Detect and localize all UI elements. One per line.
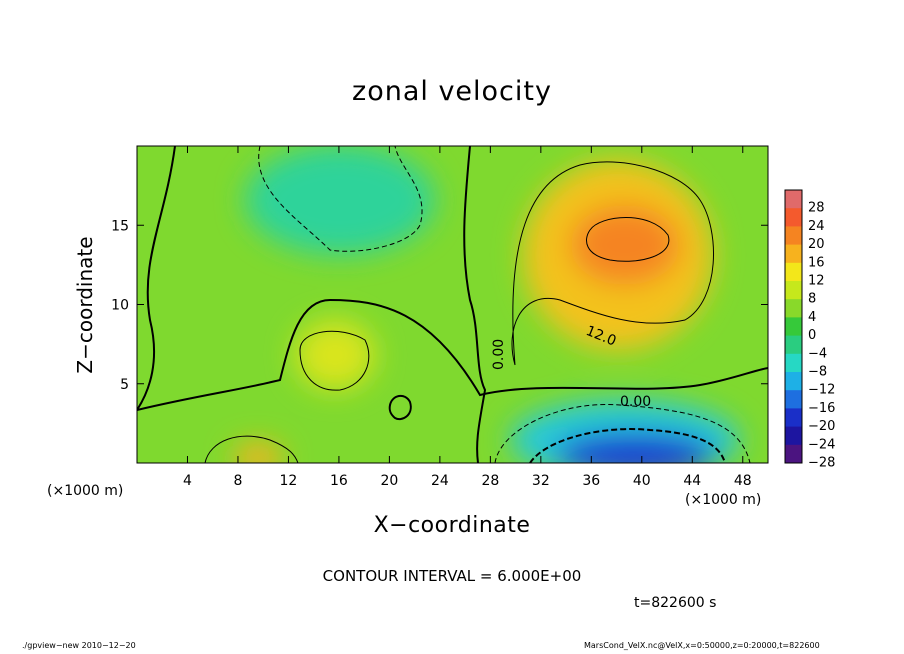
colorbar-label: 20 — [808, 237, 825, 252]
colorbar-label: 28 — [808, 201, 825, 216]
colorbar-swatch — [785, 408, 802, 428]
x-axis-unit-right: (×1000 m) — [685, 492, 762, 508]
x-axis: 4 8 12 16 20 24 28 32 36 40 44 48 — [183, 146, 752, 489]
colorbar-swatch — [785, 335, 802, 355]
chart-title: zonal velocity — [352, 76, 552, 107]
contour-line-18 — [586, 217, 670, 262]
colorbar-swatch — [785, 299, 802, 318]
contour-interval-label: CONTOUR INTERVAL = 6.000E+00 — [322, 567, 582, 585]
plot-area: 12.0 0.00 0.00 — [136, 145, 769, 464]
y-tick-label: 10 — [111, 298, 129, 314]
x-tick-label: 44 — [683, 473, 701, 489]
colorbar-swatch — [785, 372, 802, 391]
x-tick-label: 32 — [532, 473, 550, 489]
x-tick-label: 12 — [280, 473, 298, 489]
colorbar-swatch — [785, 226, 802, 246]
colorbar-label: −20 — [808, 419, 835, 434]
x-tick-label: 4 — [183, 473, 192, 489]
contour-line-negative-bottom — [494, 403, 751, 463]
colorbar-swatch — [785, 353, 802, 373]
colorbar-frame — [784, 189, 803, 464]
x-tick-label: 24 — [431, 473, 449, 489]
footer-right-info: MarsCond_VelX.nc@VelX,x=0:50000,z=0:2000… — [584, 641, 820, 650]
contour-line-negative-bottom-inner — [529, 428, 726, 463]
contour-line-negative-top — [258, 146, 423, 252]
colorbar-swatch — [785, 190, 802, 209]
x-tick-label: 20 — [380, 473, 398, 489]
colorbar-swatch — [785, 444, 802, 464]
colorbar-label: 24 — [808, 219, 825, 234]
contour-line-zero-left — [137, 146, 176, 411]
colorbar-swatch — [785, 262, 802, 282]
field-region-bottom-left — [233, 443, 283, 463]
field-region-negative-bottom-core — [555, 433, 715, 463]
y-tick-label: 15 — [111, 218, 129, 234]
colorbar-label: 4 — [808, 310, 816, 325]
y-axis: 5 10 15 — [111, 218, 768, 393]
contour-line-zero-center — [463, 146, 487, 463]
colorbar-swatch — [785, 208, 802, 227]
colorbar-label: 16 — [808, 255, 825, 270]
contour-label-zero-center: 0.00 — [491, 339, 507, 370]
contour-line-12 — [511, 161, 714, 366]
colorbar-label: −24 — [808, 437, 835, 452]
footer-left-info: ./gpview−new 2010−12−20 — [22, 641, 136, 650]
x-axis-label: X−coordinate — [373, 513, 531, 538]
colorbar-label: 0 — [808, 328, 816, 343]
colorbar-label: 12 — [808, 274, 825, 289]
x-tick-label: 8 — [233, 473, 242, 489]
colorbar-label: −4 — [808, 346, 827, 361]
x-tick-label: 28 — [481, 473, 499, 489]
x-tick-label: 16 — [330, 473, 348, 489]
colorbar-label: −12 — [808, 383, 835, 398]
colorbar-swatch — [785, 281, 802, 300]
field-shading — [137, 146, 768, 463]
colorbar-label: −28 — [808, 456, 835, 471]
contour-line-zero-right — [137, 298, 768, 411]
x-tick-label: 36 — [582, 473, 600, 489]
colorbar-label: −8 — [808, 365, 827, 380]
contour-line-bottom-left — [204, 435, 299, 463]
field-region-positive-core — [570, 205, 680, 285]
contour-line-mid-left — [299, 330, 370, 391]
colorbar-swatch — [785, 426, 802, 446]
contour-label-zero-right: 0.00 — [620, 394, 651, 410]
field-region-mid-left — [295, 320, 375, 390]
colorbar: 28 24 20 16 12 8 4 0 −4 −8 −12 −16 −20 −24 −28 — [784, 189, 835, 471]
y-tick-label: 5 — [120, 377, 129, 393]
y-axis-label: Z−coordinate — [73, 236, 97, 374]
x-tick-label: 40 — [633, 473, 651, 489]
colorbar-swatch — [785, 317, 802, 337]
colorbar-label: −16 — [808, 401, 835, 416]
colorbar-label: 8 — [808, 292, 816, 307]
time-label: t=822600 s — [634, 595, 717, 611]
colorbar-swatch — [785, 244, 802, 264]
colorbar-swatch — [785, 390, 802, 409]
field-region-negative-top — [245, 146, 435, 255]
contour-line-small-loop — [388, 394, 412, 421]
x-tick-label: 48 — [734, 473, 752, 489]
x-axis-unit-left: (×1000 m) — [47, 483, 124, 499]
